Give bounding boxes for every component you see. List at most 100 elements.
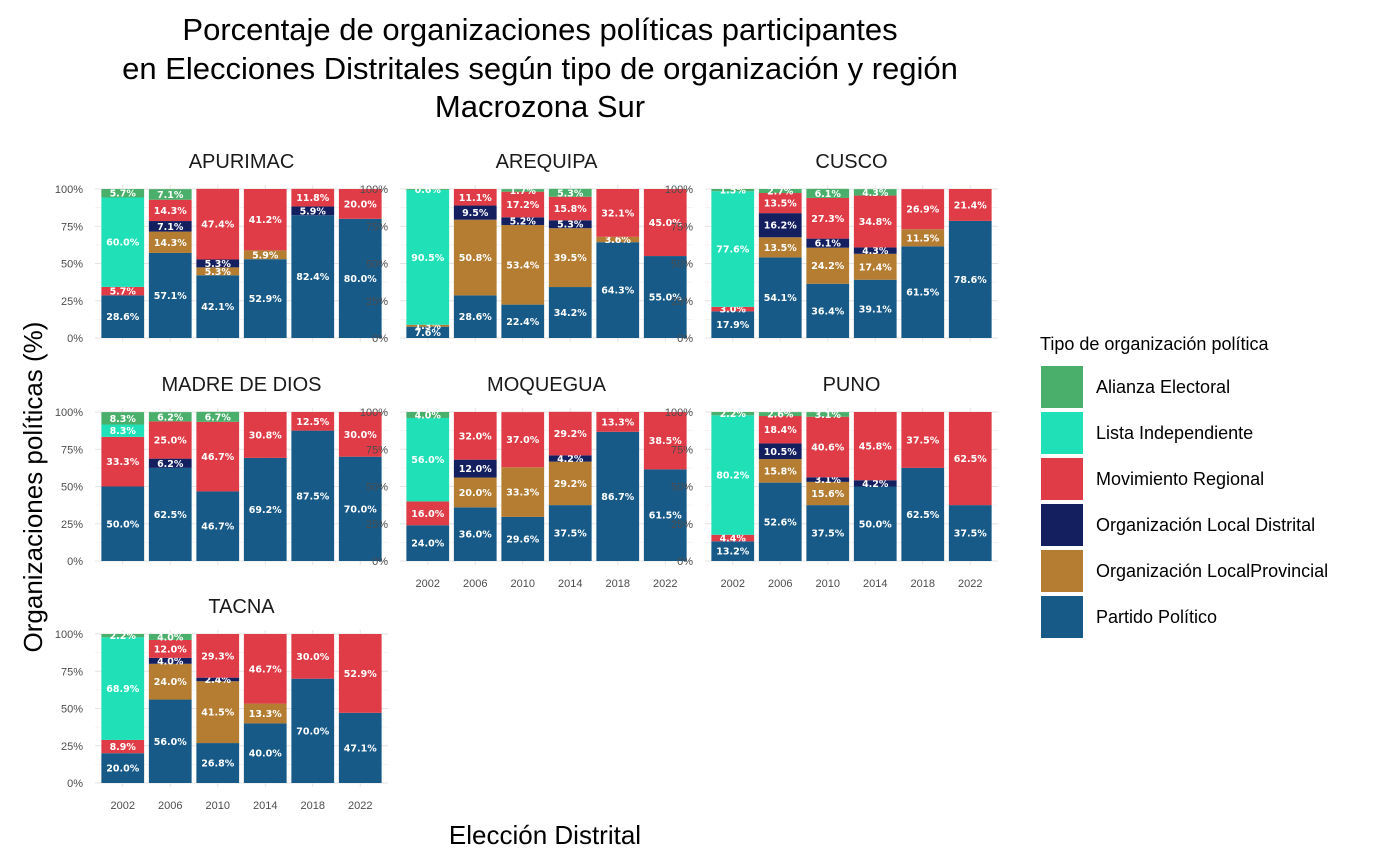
- data-label: 36.0%: [459, 530, 492, 541]
- bar-segment-organizacion-local-distrital: [758, 443, 802, 460]
- bar-segment-movimiento-regional: [291, 412, 335, 431]
- bar-2010: 29.6% 33.3% 37.0%: [501, 412, 545, 561]
- bar-segment-organizacion-local-distrital: [758, 213, 802, 238]
- bar-segment-organizacion-local-distrital: [291, 206, 335, 216]
- data-label: 50.0%: [859, 519, 892, 530]
- bar-segment-alianza-electoral: [711, 412, 755, 416]
- bar-segment-partido-politico: [711, 541, 755, 561]
- data-label: 29.2%: [554, 479, 587, 490]
- data-label: 42.1%: [201, 302, 234, 313]
- bar-2018: 62.5% 37.5%: [901, 412, 945, 561]
- legend-swatch: [1041, 596, 1083, 638]
- data-label: 64.3%: [601, 286, 634, 297]
- data-label: 5.2%: [510, 217, 537, 228]
- bar-2006: 62.5% 6.2% 25.0% 6.2%: [148, 412, 192, 561]
- bar-segment-partido-politico: [148, 467, 192, 561]
- y-tick-label: 25%: [671, 296, 693, 308]
- data-label: 37.5%: [906, 435, 939, 446]
- bar-2018: 64.3% 3.6% 32.1%: [596, 189, 640, 338]
- x-tick-label: 2002: [721, 578, 745, 590]
- bar-segment-organizacion-local-distrital: [453, 459, 497, 478]
- bar-2014: 34.2% 39.5% 5.3% 15.8% 5.3%: [548, 188, 592, 338]
- facet-panel-apurimac: APURIMAC 0% 25% 50% 75% 100% 28.6% 5.7% 60.0% 5.7…: [55, 151, 388, 345]
- bar-2018: 82.4% 5.9% 11.8%: [291, 188, 335, 338]
- bar-segment-movimiento-regional: [196, 188, 240, 260]
- x-tick-label: 2018: [606, 578, 630, 590]
- legend-item-movimiento-regional: Movimiento Regional: [1041, 458, 1264, 500]
- data-label: 4.0%: [157, 632, 184, 643]
- data-label: 80.2%: [716, 471, 749, 482]
- bar-segment-organizacion-localprovincial: [758, 237, 802, 258]
- data-label: 5.3%: [557, 188, 584, 199]
- data-label: 7.1%: [157, 190, 184, 201]
- x-tick-label: 2006: [768, 578, 792, 590]
- data-label: 17.9%: [716, 320, 749, 331]
- bar-segment-lista-independiente: [711, 191, 755, 307]
- data-label: 6.1%: [815, 239, 842, 250]
- bar-segment-movimiento-regional: [243, 412, 287, 458]
- bar-2010: 36.4% 24.2% 6.1% 27.3% 6.1%: [806, 188, 850, 338]
- y-tick-label: 50%: [61, 482, 83, 494]
- bar-segment-movimiento-regional: [101, 286, 145, 296]
- data-label: 4.4%: [720, 534, 747, 545]
- bar-segment-partido-politico: [243, 259, 287, 338]
- y-tick-label: 100%: [665, 184, 693, 196]
- data-label: 3.0%: [720, 305, 747, 316]
- data-label: 15.8%: [554, 204, 587, 215]
- data-label: 33.3%: [506, 488, 539, 499]
- data-label: 2.2%: [110, 631, 137, 642]
- bar-segment-alianza-electoral: [101, 189, 145, 198]
- bar-segment-partido-politico: [196, 491, 240, 561]
- legend-title: Tipo de organización política: [1040, 334, 1269, 354]
- bar-segment-movimiento-regional: [643, 189, 687, 257]
- data-label: 1.7%: [510, 186, 537, 197]
- bar-segment-organizacion-localprovincial: [406, 324, 450, 327]
- legend-label: Alianza Electoral: [1096, 377, 1230, 397]
- bar-segment-alianza-electoral: [711, 189, 755, 192]
- bar-segment-movimiento-regional: [148, 639, 192, 658]
- bar-segment-alianza-electoral: [148, 189, 192, 200]
- bar-segment-organizacion-local-distrital: [148, 657, 192, 664]
- data-label: 34.2%: [554, 308, 587, 319]
- data-label: 4.3%: [862, 246, 889, 257]
- bar-segment-movimiento-regional: [148, 421, 192, 459]
- chart-title-line-3: Macrozona Sur: [435, 89, 645, 124]
- data-label: 87.5%: [296, 491, 329, 502]
- chart-title: Porcentaje de organizaciones políticas p…: [122, 12, 958, 124]
- data-label: 5.3%: [557, 220, 584, 231]
- bar-segment-lista-independiente: [101, 197, 145, 287]
- bar-segment-partido-politico: [406, 525, 450, 561]
- bar-2014: 52.9% 5.9% 41.2%: [243, 189, 287, 338]
- data-label: 4.0%: [415, 410, 442, 421]
- data-label: 14.3%: [154, 206, 187, 217]
- y-tick-label: 75%: [366, 221, 388, 233]
- bar-2002: 28.6% 5.7% 60.0% 5.7%: [101, 189, 145, 338]
- bar-segment-organizacion-local-distrital: [196, 677, 240, 682]
- x-tick-label: 2022: [653, 578, 677, 590]
- bar-segment-partido-politico: [338, 456, 382, 561]
- bar-2006: 52.6% 15.8% 10.5% 18.4% 2.6%: [758, 410, 802, 561]
- legend-swatch: [1041, 504, 1083, 546]
- data-label: 77.6%: [716, 245, 749, 256]
- data-label: 13.5%: [764, 243, 797, 254]
- data-label: 17.4%: [859, 262, 892, 273]
- bar-2022: 70.0% 30.0%: [338, 412, 382, 561]
- y-tick-label: 0%: [372, 556, 388, 568]
- bar-segment-organizacion-localprovincial: [901, 229, 945, 247]
- bar-segment-partido-politico: [148, 252, 192, 338]
- bar-segment-partido-politico: [196, 743, 240, 783]
- y-tick-label: 50%: [671, 482, 693, 494]
- data-label: 16.0%: [411, 509, 444, 520]
- bar-segment-organizacion-local-distrital: [806, 477, 850, 482]
- data-label: 69.2%: [249, 505, 282, 516]
- data-label: 2.6%: [767, 410, 794, 421]
- data-label: 8.3%: [110, 426, 137, 437]
- y-tick-label: 75%: [671, 444, 693, 456]
- data-label: 13.3%: [601, 417, 634, 428]
- data-label: 90.5%: [411, 253, 444, 264]
- bar-segment-movimiento-regional: [853, 195, 897, 248]
- data-label: 8.9%: [110, 742, 137, 753]
- bar-segment-partido-politico: [548, 505, 592, 561]
- bar-segment-movimiento-regional: [901, 189, 945, 230]
- bar-segment-lista-independiente: [101, 637, 145, 740]
